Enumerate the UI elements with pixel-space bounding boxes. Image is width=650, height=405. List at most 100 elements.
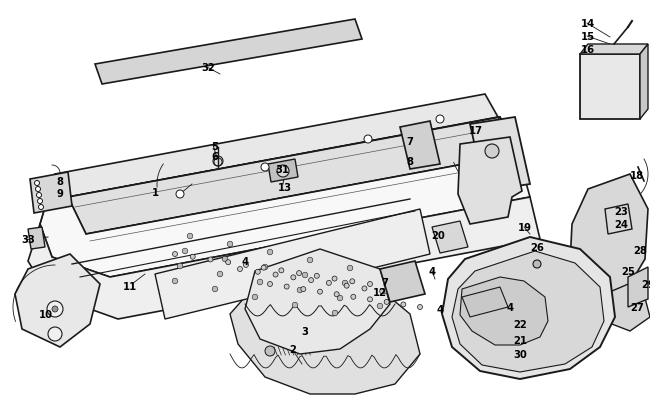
Circle shape [176, 190, 184, 198]
Circle shape [377, 303, 383, 309]
Text: 7: 7 [382, 277, 389, 287]
Polygon shape [460, 277, 548, 345]
Circle shape [364, 136, 372, 144]
Circle shape [367, 282, 372, 287]
Circle shape [38, 205, 44, 210]
Circle shape [182, 249, 188, 254]
Polygon shape [55, 95, 498, 198]
Text: 6: 6 [211, 151, 218, 162]
Polygon shape [442, 237, 615, 379]
Circle shape [187, 234, 193, 239]
Circle shape [351, 294, 356, 300]
Circle shape [350, 279, 355, 284]
Circle shape [227, 242, 233, 247]
Polygon shape [580, 55, 640, 120]
Circle shape [48, 327, 62, 341]
Text: 15: 15 [581, 32, 595, 42]
Text: 30: 30 [513, 349, 527, 359]
Polygon shape [400, 122, 440, 170]
Text: 3: 3 [302, 326, 309, 336]
Circle shape [226, 260, 231, 265]
Text: 2: 2 [289, 344, 296, 354]
Circle shape [309, 278, 313, 283]
Text: 23: 23 [614, 207, 628, 216]
Polygon shape [380, 261, 425, 302]
Circle shape [301, 287, 306, 292]
Circle shape [315, 274, 319, 279]
Text: 9: 9 [57, 189, 64, 198]
Circle shape [261, 164, 269, 172]
Circle shape [485, 145, 499, 159]
Polygon shape [580, 45, 648, 55]
Circle shape [208, 257, 213, 262]
Polygon shape [28, 198, 540, 319]
Circle shape [367, 297, 372, 302]
Text: 24: 24 [614, 220, 628, 230]
Text: 27: 27 [630, 302, 644, 312]
Text: 5: 5 [211, 142, 218, 151]
Text: 4: 4 [428, 266, 436, 276]
Polygon shape [268, 160, 298, 183]
Text: 28: 28 [633, 245, 647, 256]
Polygon shape [28, 228, 45, 249]
Text: 31: 31 [275, 164, 289, 175]
Polygon shape [432, 222, 468, 254]
Polygon shape [452, 252, 604, 372]
Circle shape [257, 279, 263, 285]
Circle shape [212, 286, 218, 292]
Circle shape [307, 258, 313, 263]
Polygon shape [40, 155, 530, 277]
Text: 21: 21 [513, 335, 527, 345]
Circle shape [398, 292, 402, 297]
Circle shape [401, 302, 406, 307]
Text: 11: 11 [123, 281, 137, 291]
Text: 25: 25 [621, 266, 635, 276]
Circle shape [222, 256, 227, 262]
Circle shape [436, 116, 444, 124]
Circle shape [362, 286, 367, 291]
Circle shape [36, 193, 42, 198]
Circle shape [332, 276, 337, 281]
Text: 12: 12 [373, 287, 387, 297]
Polygon shape [230, 277, 420, 394]
Polygon shape [245, 249, 390, 354]
Polygon shape [15, 254, 100, 347]
Polygon shape [628, 267, 648, 307]
Text: 18: 18 [630, 171, 644, 181]
Text: 4: 4 [241, 256, 248, 266]
Circle shape [47, 301, 63, 317]
Text: 22: 22 [513, 319, 527, 329]
Polygon shape [462, 287, 508, 317]
Text: 4: 4 [506, 302, 514, 312]
Text: 1: 1 [151, 188, 159, 198]
Circle shape [284, 284, 289, 289]
Circle shape [34, 181, 40, 186]
Text: 20: 20 [431, 230, 445, 241]
Polygon shape [605, 205, 632, 234]
Polygon shape [155, 209, 430, 319]
Circle shape [317, 290, 322, 294]
Polygon shape [30, 173, 72, 213]
Circle shape [52, 306, 58, 312]
Polygon shape [570, 175, 648, 297]
Text: 32: 32 [201, 63, 215, 73]
Circle shape [277, 166, 289, 177]
Text: 10: 10 [39, 309, 53, 319]
Circle shape [172, 279, 178, 284]
Circle shape [334, 292, 339, 297]
Circle shape [252, 294, 258, 300]
Polygon shape [458, 138, 522, 224]
Circle shape [268, 282, 272, 287]
Circle shape [279, 268, 284, 273]
Circle shape [337, 296, 343, 301]
Polygon shape [470, 118, 530, 192]
Circle shape [417, 305, 422, 310]
Circle shape [342, 281, 348, 286]
Circle shape [213, 157, 223, 166]
Text: 33: 33 [21, 234, 35, 244]
Circle shape [533, 260, 541, 269]
Text: 26: 26 [530, 243, 544, 252]
Circle shape [36, 187, 40, 192]
Text: 29: 29 [641, 279, 650, 289]
Circle shape [384, 300, 389, 305]
